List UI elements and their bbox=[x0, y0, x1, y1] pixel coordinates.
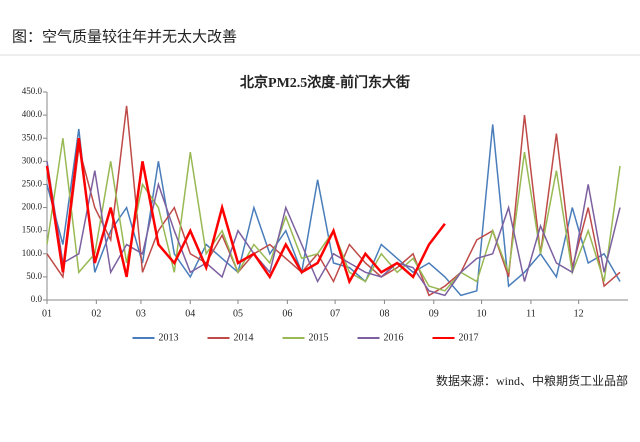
x-tick-label: 12 bbox=[574, 308, 584, 319]
x-tick-label: 10 bbox=[477, 308, 487, 319]
y-tick-label: 100.0 bbox=[22, 248, 43, 258]
legend-label: 2015 bbox=[309, 332, 329, 343]
series-line bbox=[46, 124, 621, 297]
x-tick-label: 04 bbox=[185, 308, 195, 319]
x-tick-label: 01 bbox=[42, 308, 52, 319]
x-tick-label: 11 bbox=[526, 308, 536, 319]
y-tick-label: 50.0 bbox=[26, 271, 42, 281]
y-tick-label: 150.0 bbox=[22, 225, 43, 235]
chart-title: 北京PM2.5浓度-前门东大街 bbox=[240, 74, 410, 91]
x-tick-label: 05 bbox=[233, 308, 243, 319]
legend-label: 2016 bbox=[384, 332, 404, 343]
series-line bbox=[46, 161, 621, 297]
series-line bbox=[46, 138, 621, 292]
y-tick-label: 250.0 bbox=[22, 179, 43, 189]
series-line bbox=[46, 105, 621, 297]
y-tick-label: 200.0 bbox=[22, 202, 43, 212]
y-tick-label: 300.0 bbox=[22, 155, 43, 165]
header: 图：空气质量较往年并无太大改善 bbox=[12, 27, 237, 45]
x-tick-label: 02 bbox=[91, 308, 101, 319]
x-tick-label: 03 bbox=[136, 308, 146, 319]
y-tick-label: 400.0 bbox=[22, 109, 43, 119]
legend-label: 2017 bbox=[459, 332, 479, 343]
x-tick-label: 06 bbox=[282, 308, 292, 319]
y-tick-label: 0.0 bbox=[31, 294, 43, 304]
source: 数据来源：wind、中粮期货工业品部 bbox=[436, 373, 628, 388]
y-tick-label: 450.0 bbox=[22, 86, 43, 96]
x-tick-label: 08 bbox=[379, 308, 389, 319]
x-tick-label: 07 bbox=[330, 308, 340, 319]
series-line bbox=[45, 138, 446, 285]
legend-label: 2014 bbox=[234, 332, 254, 343]
legend-label: 2013 bbox=[159, 332, 179, 343]
y-tick-label: 350.0 bbox=[22, 132, 43, 142]
x-tick-label: 09 bbox=[429, 308, 439, 319]
